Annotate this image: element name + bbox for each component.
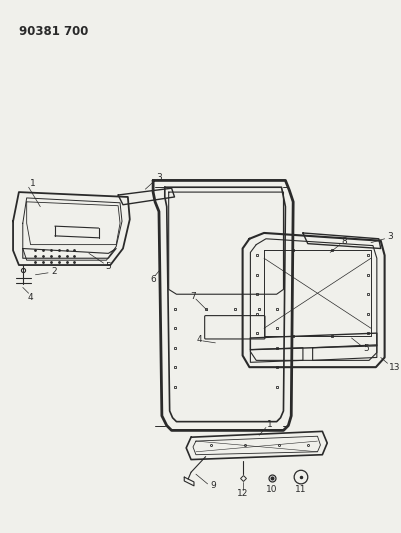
Text: 5: 5 bbox=[363, 344, 369, 353]
Text: 1: 1 bbox=[30, 179, 35, 188]
Text: 11: 11 bbox=[295, 485, 307, 494]
Text: 6: 6 bbox=[150, 275, 156, 284]
Text: 5: 5 bbox=[105, 262, 111, 271]
Text: 13: 13 bbox=[389, 362, 400, 372]
FancyBboxPatch shape bbox=[205, 316, 265, 339]
Text: 2: 2 bbox=[51, 268, 57, 276]
Text: 9: 9 bbox=[211, 481, 216, 490]
Text: 7: 7 bbox=[190, 292, 196, 301]
Text: 12: 12 bbox=[237, 489, 248, 498]
Text: 10: 10 bbox=[266, 485, 277, 494]
Text: 3: 3 bbox=[387, 232, 393, 241]
Text: 90381 700: 90381 700 bbox=[19, 25, 88, 38]
Text: 8: 8 bbox=[341, 237, 346, 246]
Text: 4: 4 bbox=[197, 335, 203, 344]
Text: 1: 1 bbox=[267, 420, 273, 429]
Text: 3: 3 bbox=[156, 173, 162, 182]
Text: 4: 4 bbox=[28, 293, 33, 302]
